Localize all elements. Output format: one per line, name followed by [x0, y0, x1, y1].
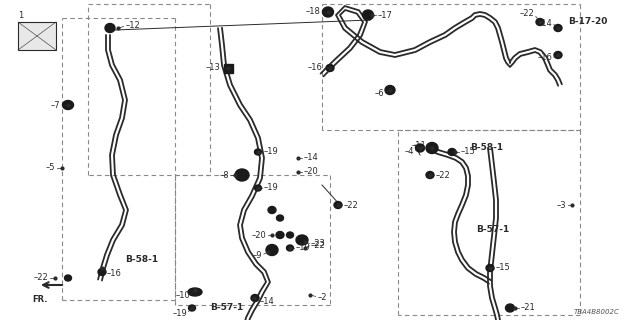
Ellipse shape	[486, 265, 494, 271]
Ellipse shape	[326, 65, 334, 71]
Text: –22: –22	[436, 171, 451, 180]
Text: –21: –21	[521, 303, 536, 313]
Ellipse shape	[296, 235, 308, 245]
Text: –4: –4	[404, 147, 414, 156]
Ellipse shape	[65, 275, 72, 281]
Text: –14: –14	[537, 19, 552, 28]
Ellipse shape	[554, 52, 562, 59]
Text: –20: –20	[252, 230, 266, 239]
Text: –18: –18	[305, 7, 320, 17]
Text: –5: –5	[45, 164, 55, 172]
Ellipse shape	[266, 244, 278, 255]
Text: –16: –16	[537, 53, 552, 62]
Ellipse shape	[98, 268, 106, 276]
Text: –19: –19	[264, 148, 279, 156]
Ellipse shape	[188, 288, 202, 296]
Ellipse shape	[554, 25, 562, 31]
Text: –9: –9	[253, 251, 262, 260]
Text: –16: –16	[307, 63, 322, 73]
Text: –14: –14	[304, 154, 319, 163]
Text: –10: –10	[175, 291, 190, 300]
Ellipse shape	[334, 202, 342, 209]
Text: –8: –8	[220, 171, 229, 180]
Text: –15: –15	[496, 263, 511, 273]
Ellipse shape	[426, 172, 434, 179]
Text: –13: –13	[205, 63, 220, 73]
Ellipse shape	[448, 148, 456, 156]
Text: B-17-20: B-17-20	[568, 18, 607, 27]
Text: B-58-1: B-58-1	[470, 143, 503, 153]
Ellipse shape	[276, 231, 284, 238]
Text: B-57-1: B-57-1	[476, 226, 509, 235]
Text: –7: –7	[51, 100, 60, 109]
Ellipse shape	[362, 10, 374, 20]
Ellipse shape	[63, 100, 74, 109]
Text: –22: –22	[311, 241, 326, 250]
Text: –15: –15	[461, 148, 476, 156]
Ellipse shape	[189, 305, 195, 311]
Text: –19: –19	[264, 183, 279, 193]
Ellipse shape	[268, 206, 276, 213]
Bar	[223, 63, 232, 73]
Text: –19: –19	[172, 308, 187, 317]
Text: –22: –22	[519, 10, 534, 19]
Ellipse shape	[506, 304, 515, 312]
Ellipse shape	[385, 85, 395, 94]
Ellipse shape	[235, 169, 249, 181]
Text: –22: –22	[33, 274, 48, 283]
Ellipse shape	[415, 144, 424, 152]
Text: –22: –22	[344, 201, 359, 210]
Ellipse shape	[287, 232, 294, 238]
Ellipse shape	[276, 215, 284, 221]
Ellipse shape	[251, 294, 259, 301]
Text: –12: –12	[126, 21, 141, 30]
Text: –6: –6	[374, 89, 384, 98]
Text: FR.: FR.	[32, 295, 48, 304]
Text: TBA4B8002C: TBA4B8002C	[574, 309, 620, 315]
Text: –14: –14	[260, 297, 275, 306]
Text: –17: –17	[378, 11, 393, 20]
Ellipse shape	[426, 142, 438, 154]
Text: B-57-1: B-57-1	[210, 303, 243, 313]
FancyBboxPatch shape	[18, 22, 56, 50]
Text: –20: –20	[304, 167, 319, 177]
Text: –23: –23	[311, 239, 326, 249]
Text: –16: –16	[107, 268, 122, 277]
Ellipse shape	[536, 19, 544, 26]
Ellipse shape	[255, 185, 262, 191]
Text: –19: –19	[296, 244, 311, 252]
Text: –11: –11	[412, 140, 426, 149]
Text: –2: –2	[318, 292, 328, 301]
Ellipse shape	[105, 23, 115, 33]
Text: 1: 1	[18, 11, 23, 20]
Text: B-58-1: B-58-1	[125, 255, 158, 265]
Text: –3: –3	[556, 201, 566, 210]
Ellipse shape	[323, 7, 333, 17]
Ellipse shape	[255, 149, 262, 155]
Ellipse shape	[287, 245, 294, 251]
